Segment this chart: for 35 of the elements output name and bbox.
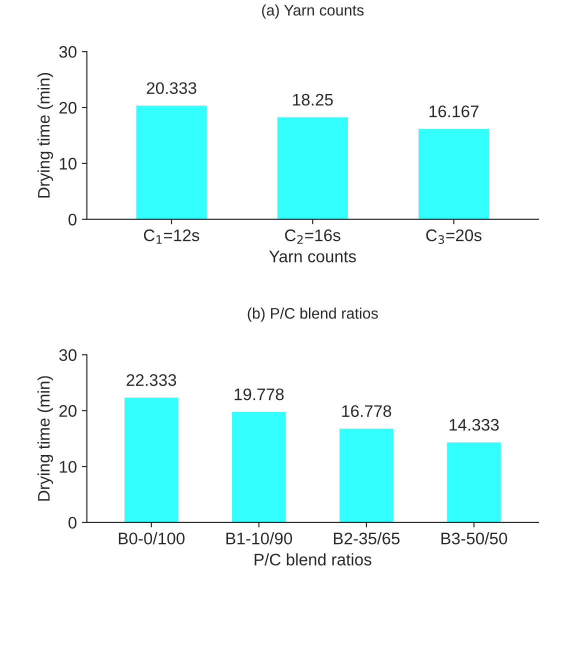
bar xyxy=(340,428,394,522)
x-axis-title: Yarn counts xyxy=(269,250,356,262)
x-axis-title: P/C blend ratios xyxy=(254,553,372,566)
y-axis-title: Drying time (min) xyxy=(38,376,54,501)
data-label: 16.167 xyxy=(430,105,478,118)
data-label: 19.778 xyxy=(234,388,284,400)
bar xyxy=(447,442,501,522)
x-tick-label: C$_{2}$=16s xyxy=(285,229,340,244)
data-label: 14.333 xyxy=(450,418,499,431)
x-tick-label: C$_{1}$=12s xyxy=(144,229,200,244)
x-tick-label: B2-35/65 xyxy=(334,532,400,544)
data-label: 22.333 xyxy=(126,374,176,386)
y-tick-label: 10 xyxy=(60,158,76,170)
bar xyxy=(136,106,207,220)
y-tick-label: 30 xyxy=(59,46,76,58)
y-axis-title: Drying time (min) xyxy=(38,73,54,198)
y-tick-label: 0 xyxy=(68,214,76,226)
y-tick-label: 20 xyxy=(59,405,76,417)
bar xyxy=(232,412,286,522)
x-tick-label: B3-50/50 xyxy=(442,532,508,544)
y-tick-label: 20 xyxy=(59,102,76,114)
y-tick-label: 0 xyxy=(68,516,76,529)
data-label: 20.333 xyxy=(146,82,196,94)
x-tick-label: B1-10/90 xyxy=(226,532,292,544)
bar xyxy=(124,398,178,522)
x-tick-label: C$_{3}$=20s xyxy=(426,229,482,244)
chart-title: (b) P/C blend ratios xyxy=(248,308,378,322)
y-tick-label: 30 xyxy=(59,349,76,361)
y-tick-label: 10 xyxy=(60,460,76,473)
bar xyxy=(277,117,348,220)
chart-title: (a) Yarn counts xyxy=(262,4,364,19)
x-tick-label: B0-0/100 xyxy=(118,532,185,544)
bar xyxy=(418,128,490,220)
data-label: 18.25 xyxy=(293,94,333,106)
data-label: 16.778 xyxy=(342,405,392,418)
